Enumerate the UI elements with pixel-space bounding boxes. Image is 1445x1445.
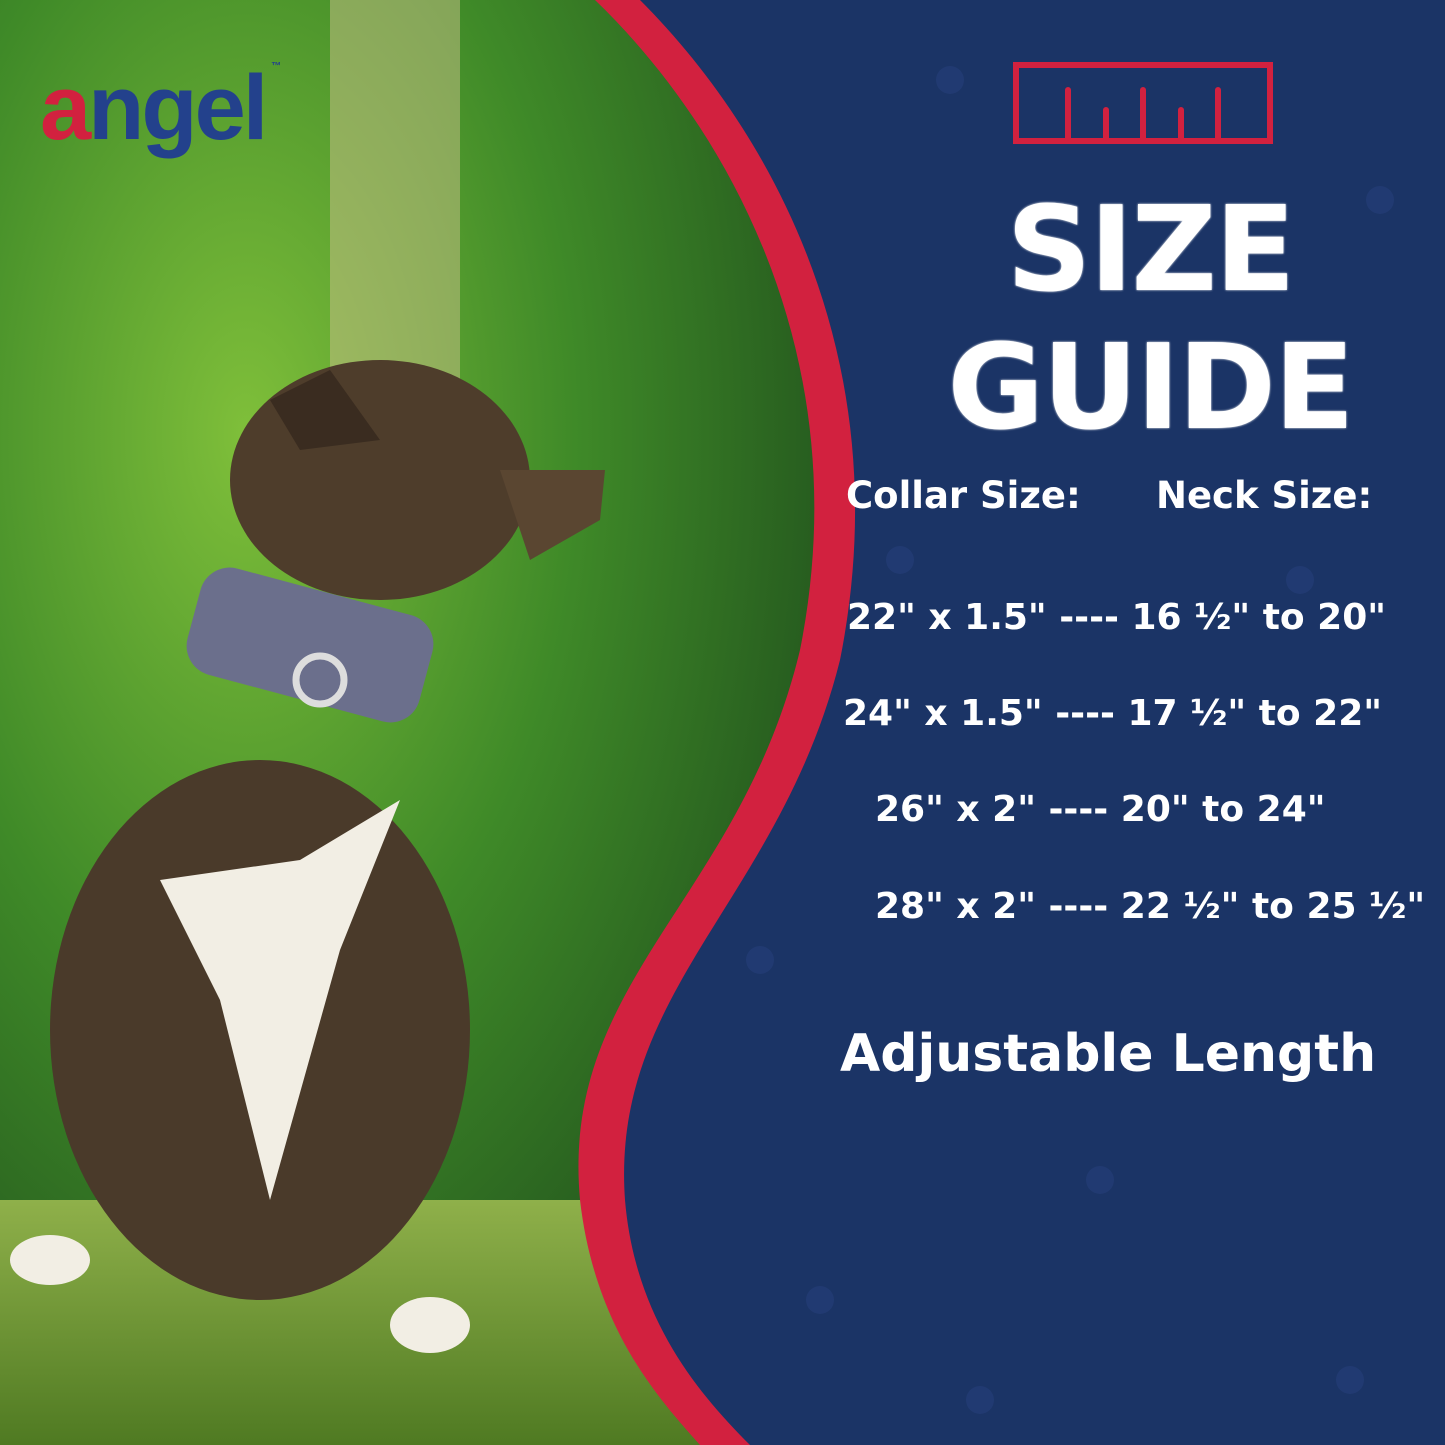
neck-size-header: Neck Size: xyxy=(1156,474,1373,517)
size-row: 26" x 2" ---- 20" to 24" xyxy=(875,789,1326,830)
collar-size-header: Collar Size: xyxy=(846,474,1081,517)
brand-logo: angel ™ xyxy=(40,57,282,159)
size-row: 22" x 1.5" ---- 16 ½" to 20" xyxy=(847,597,1387,638)
adjustable-length-label: Adjustable Length xyxy=(840,1024,1377,1084)
navy-panel xyxy=(624,0,1445,1445)
paw-print-pattern xyxy=(746,66,1394,1414)
title-line-2: GUIDE xyxy=(947,318,1354,456)
size-row: 24" x 1.5" ---- 17 ½" to 22" xyxy=(843,693,1383,734)
ruler-icon xyxy=(1013,62,1273,144)
title-line-1: SIZE xyxy=(1006,180,1295,318)
size-row: 28" x 2" ---- 22 ½" to 25 ½" xyxy=(875,886,1426,927)
dog-illustration xyxy=(10,360,605,1353)
